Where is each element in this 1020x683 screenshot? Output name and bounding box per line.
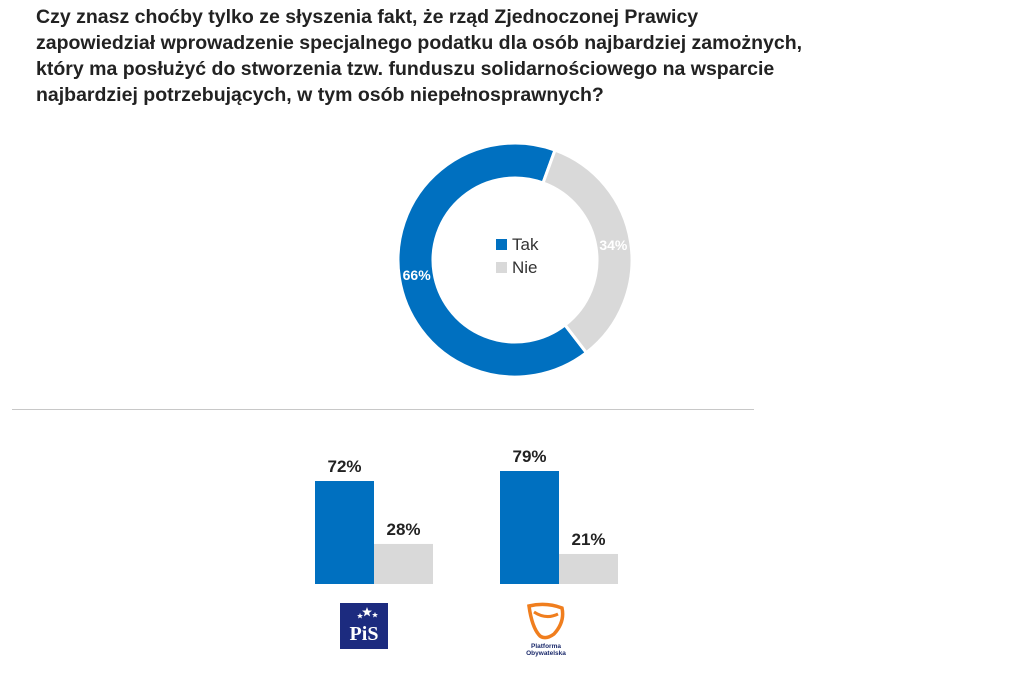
bar-nie-pis: [374, 543, 433, 584]
legend-label-nie: Nie: [512, 258, 538, 277]
bar-label-nie-po: 21%: [571, 530, 605, 549]
bar-label-tak-pis: 72%: [327, 457, 361, 476]
section-divider: [12, 409, 754, 410]
legend-label-tak: Tak: [512, 235, 539, 254]
bar-label-nie-pis: 28%: [386, 520, 420, 539]
bar-tak-pis: [315, 481, 374, 584]
po-logo: Platforma Obywatelska: [520, 600, 572, 658]
po-logo-text-1: Platforma: [531, 643, 561, 650]
bar-nie-po: [559, 553, 618, 584]
donut-label-nie: 34%: [599, 237, 628, 253]
bar-tak-po: [500, 471, 559, 584]
bar-label-tak-po: 79%: [512, 447, 546, 466]
po-logo-text-2: Obywatelska: [526, 650, 566, 657]
donut-slice-tak: [396, 141, 589, 379]
legend-swatch-nie: [496, 262, 507, 273]
pis-logo: PiS: [340, 603, 388, 649]
chart-title: Czy znasz choćby tylko ze słyszenia fakt…: [36, 4, 896, 108]
legend-swatch-tak: [496, 239, 507, 250]
title-line: zapowiedział wprowadzenie specjalnego po…: [36, 32, 803, 54]
title-line: który ma posłużyć do stworzenia tzw. fun…: [36, 58, 775, 80]
donut-slice-nie: [541, 148, 634, 355]
title-line: Czy znasz choćby tylko ze słyszenia fakt…: [36, 6, 699, 28]
title-line: najbardziej potrzebujących, w tym osób n…: [36, 84, 604, 106]
donut-label-tak: 66%: [403, 267, 432, 283]
pis-logo-text: PiS: [350, 623, 379, 645]
